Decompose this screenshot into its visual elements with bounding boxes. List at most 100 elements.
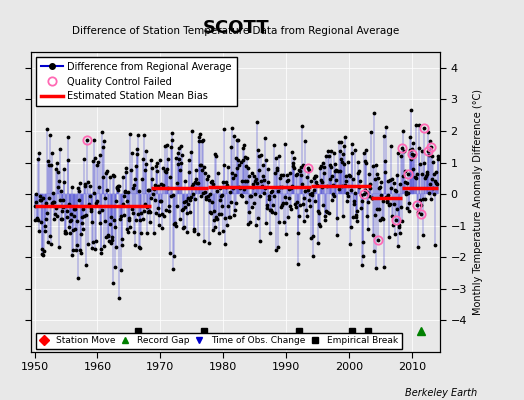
Point bbox=[434, 153, 442, 159]
Point bbox=[96, 220, 104, 226]
Point bbox=[149, 190, 157, 197]
Point bbox=[52, 166, 60, 172]
Point bbox=[236, 185, 244, 191]
Point bbox=[206, 210, 215, 216]
Point bbox=[306, 191, 314, 197]
Point bbox=[108, 234, 116, 240]
Point bbox=[324, 148, 332, 154]
Point bbox=[71, 206, 79, 212]
Point bbox=[85, 201, 93, 208]
Point bbox=[357, 198, 366, 204]
Point bbox=[209, 181, 217, 188]
Point bbox=[425, 138, 434, 144]
Point bbox=[124, 189, 132, 195]
Point bbox=[105, 221, 114, 227]
Point bbox=[310, 175, 319, 182]
Point bbox=[113, 184, 122, 191]
Point bbox=[372, 264, 380, 271]
Point bbox=[112, 198, 121, 204]
Point bbox=[386, 200, 394, 207]
Point bbox=[271, 247, 280, 253]
Point bbox=[69, 227, 77, 233]
Point bbox=[196, 162, 205, 168]
Point bbox=[56, 146, 64, 152]
Point bbox=[63, 157, 72, 163]
Point bbox=[122, 169, 130, 176]
Point bbox=[349, 214, 357, 220]
Point bbox=[389, 180, 398, 186]
Point bbox=[232, 200, 240, 207]
Point bbox=[259, 162, 267, 168]
Point bbox=[73, 274, 82, 281]
Point bbox=[388, 176, 397, 182]
Point bbox=[305, 197, 313, 203]
Point bbox=[370, 248, 378, 254]
Point bbox=[155, 222, 163, 228]
Point bbox=[274, 188, 282, 194]
Point bbox=[353, 218, 362, 224]
Point bbox=[77, 231, 85, 238]
Point bbox=[412, 171, 421, 177]
Point bbox=[45, 195, 53, 201]
Point bbox=[123, 226, 131, 232]
Point bbox=[211, 151, 220, 157]
Point bbox=[359, 191, 368, 197]
Point bbox=[154, 182, 162, 189]
Point bbox=[140, 208, 148, 214]
Point bbox=[214, 170, 222, 176]
Point bbox=[174, 145, 183, 152]
Point bbox=[417, 202, 425, 208]
Point bbox=[156, 198, 164, 204]
Point bbox=[285, 186, 293, 193]
Point bbox=[294, 167, 303, 173]
Point bbox=[387, 185, 395, 192]
Point bbox=[377, 179, 386, 185]
Point bbox=[411, 174, 419, 180]
Point bbox=[150, 230, 158, 237]
Point bbox=[334, 186, 343, 192]
Point bbox=[91, 246, 99, 252]
Point bbox=[249, 184, 257, 190]
Point bbox=[126, 224, 135, 230]
Point bbox=[198, 138, 206, 144]
Point bbox=[394, 150, 402, 157]
Point bbox=[399, 173, 408, 179]
Point bbox=[205, 190, 214, 197]
Point bbox=[115, 183, 123, 190]
Point bbox=[166, 250, 174, 256]
Point bbox=[152, 210, 160, 216]
Point bbox=[253, 180, 261, 186]
Point bbox=[307, 235, 315, 242]
Point bbox=[134, 132, 142, 138]
Point bbox=[332, 166, 341, 173]
Point bbox=[413, 244, 422, 250]
Point bbox=[368, 231, 377, 238]
Point bbox=[117, 236, 126, 242]
Point bbox=[220, 126, 228, 132]
Point bbox=[414, 122, 423, 128]
Point bbox=[44, 158, 52, 164]
Point bbox=[138, 216, 147, 222]
Point bbox=[95, 152, 104, 158]
Point bbox=[410, 152, 419, 158]
Point bbox=[160, 213, 168, 220]
Point bbox=[298, 122, 306, 129]
Point bbox=[36, 193, 44, 199]
Point bbox=[85, 192, 94, 199]
Point bbox=[265, 192, 273, 199]
Point bbox=[172, 180, 181, 186]
Point bbox=[225, 214, 233, 220]
Point bbox=[339, 213, 347, 220]
Point bbox=[292, 171, 301, 178]
Point bbox=[373, 206, 381, 212]
Point bbox=[101, 217, 109, 224]
Point bbox=[331, 161, 339, 167]
Point bbox=[89, 158, 97, 164]
Point bbox=[157, 198, 166, 204]
Point bbox=[107, 240, 115, 247]
Point bbox=[241, 178, 249, 184]
Point bbox=[378, 216, 387, 222]
Point bbox=[112, 244, 120, 250]
Point bbox=[374, 174, 383, 181]
Point bbox=[281, 194, 289, 200]
